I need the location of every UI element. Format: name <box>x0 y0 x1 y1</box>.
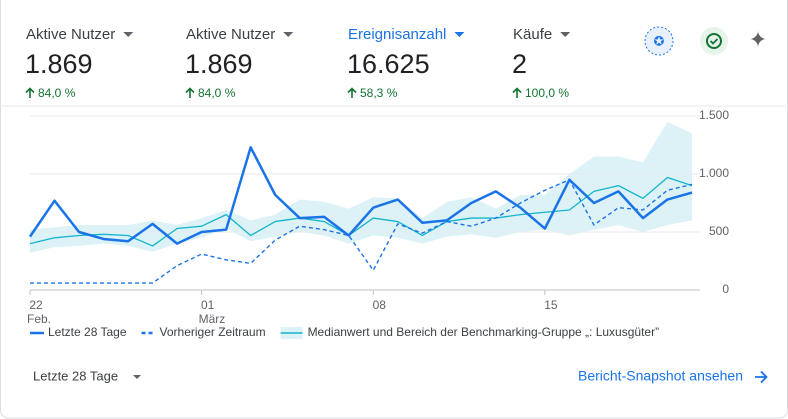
x-tick-month: Feb. <box>27 312 51 326</box>
y-tick-label: 1.000 <box>699 166 729 180</box>
legend: Letzte 28 Tage Vorheriger Zeitraum Medianw… <box>30 325 659 339</box>
y-tick-label: 0 <box>722 282 729 296</box>
metric-change: 100,0 % <box>525 86 569 100</box>
metric-caret <box>560 32 571 37</box>
x-tick-label: 22 <box>29 298 43 312</box>
y-tick-label: 500 <box>709 224 729 238</box>
y-tick-label: 1.500 <box>699 108 729 122</box>
metric-change: 84,0 % <box>198 86 236 100</box>
snapshot-link[interactable]: Bericht-Snapshot ansehen <box>578 368 743 384</box>
metric-caret <box>123 32 134 37</box>
benchmark-glyph: ✪ <box>654 33 665 48</box>
metric-value: 2 <box>512 49 527 79</box>
x-tick-label: 01 <box>201 298 215 312</box>
metric-label[interactable]: Aktive Nutzer <box>26 26 115 43</box>
change-arrow <box>185 87 195 98</box>
metric-value: 1.869 <box>185 49 253 79</box>
metric-change: 84,0 % <box>38 86 76 100</box>
benchmark-icon[interactable] <box>644 26 674 56</box>
check-mark <box>709 38 719 45</box>
insights-icon[interactable]: ✦ <box>749 27 767 52</box>
legend-label[interactable]: Medianwert und Bereich der Benchmarking-… <box>308 325 660 339</box>
metric-label[interactable]: Aktive Nutzer <box>186 26 275 43</box>
metric-value: 16.625 <box>347 49 430 79</box>
x-tick-month: März <box>199 312 226 326</box>
dropdown-caret <box>133 375 141 379</box>
change-arrow <box>25 87 35 98</box>
metric-caret <box>283 32 294 37</box>
series-line <box>28 146 693 245</box>
change-arrow <box>347 87 357 98</box>
change-arrow <box>512 87 522 98</box>
metrics: Aktive Nutzer 1.869 84,0 % Aktive Nutzer 1.8… <box>25 26 571 100</box>
icons: ✪ ✦ <box>644 26 767 56</box>
x-tick-label: 15 <box>544 298 558 312</box>
metric-change: 58,3 % <box>360 86 398 100</box>
metric-value: 1.869 <box>25 49 93 79</box>
range-dropdown[interactable]: Letzte 28 Tage <box>33 368 118 383</box>
metric-caret <box>454 32 465 37</box>
legend-label[interactable]: Letzte 28 Tage <box>48 325 127 339</box>
benchmark-range <box>30 121 692 253</box>
legend-label[interactable]: Vorheriger Zeitraum <box>160 325 266 339</box>
footer: Letzte 28 Tage Bericht-Snapshot ansehen <box>33 368 768 384</box>
series-line <box>29 176 693 247</box>
metric-label[interactable]: Ereignisanzahl <box>348 26 446 43</box>
link-arrow <box>755 370 768 384</box>
check-ring <box>706 33 722 49</box>
check-icon[interactable] <box>700 27 728 55</box>
x-tick-label: 08 <box>373 298 387 312</box>
metric-label[interactable]: Käufe <box>513 26 552 43</box>
